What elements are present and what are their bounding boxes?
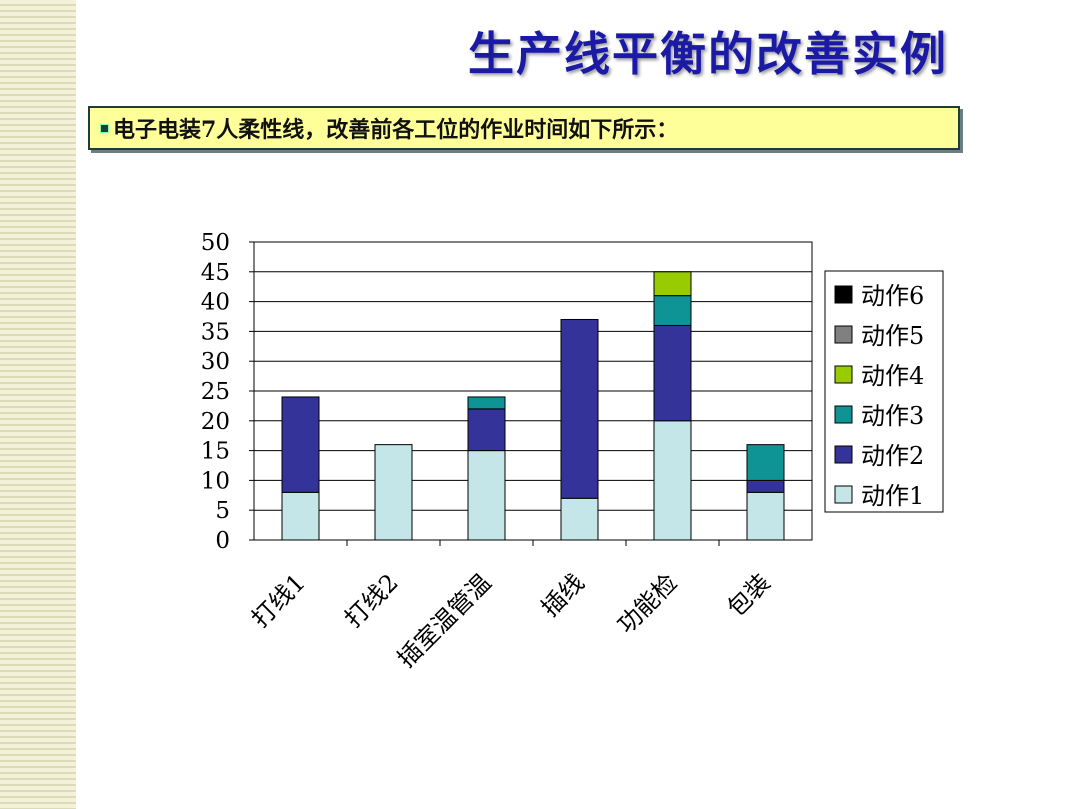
x-category-label: 打线2 bbox=[339, 568, 404, 633]
bar-segment bbox=[746, 444, 785, 481]
legend-swatch bbox=[834, 365, 853, 384]
x-category-label: 包装 bbox=[722, 568, 776, 622]
subtitle-text: 电子电装7人柔性线，改善前各工位的作业时间如下所示： bbox=[113, 117, 679, 143]
y-tick-label: 20 bbox=[201, 409, 230, 435]
slide-title: 生产线平衡的改善实例 bbox=[468, 27, 948, 81]
bar-segment bbox=[653, 420, 692, 541]
x-category-label: 插室温管温 bbox=[392, 568, 497, 673]
legend-swatch bbox=[834, 325, 853, 344]
y-tick-label: 25 bbox=[201, 379, 230, 405]
y-tick-label: 30 bbox=[201, 349, 230, 375]
legend-swatch bbox=[834, 485, 853, 504]
bar-segment bbox=[281, 396, 320, 493]
legend-label: 动作1 bbox=[861, 482, 924, 510]
bullet-icon bbox=[100, 123, 109, 133]
y-tick-label: 0 bbox=[215, 528, 230, 554]
legend-swatch bbox=[834, 445, 853, 464]
legend-label: 动作2 bbox=[861, 442, 924, 470]
legend-swatch bbox=[834, 405, 853, 424]
x-category-label: 插线 bbox=[536, 568, 590, 622]
y-tick-label: 50 bbox=[201, 230, 230, 256]
bar-segment bbox=[281, 491, 320, 541]
bar-segment bbox=[467, 396, 506, 410]
legend-label: 动作3 bbox=[861, 402, 924, 430]
y-tick-label: 15 bbox=[201, 439, 230, 465]
legend-box bbox=[824, 270, 944, 513]
bar-segment bbox=[653, 295, 692, 326]
y-tick-label: 45 bbox=[201, 260, 230, 286]
bar-segment bbox=[746, 491, 785, 541]
x-category-label: 打线1 bbox=[246, 568, 311, 633]
legend-label: 动作4 bbox=[861, 362, 924, 390]
bar-segment bbox=[467, 450, 506, 541]
y-tick-label: 35 bbox=[201, 319, 230, 345]
x-category-label: 功能检 bbox=[612, 568, 683, 639]
bar-segment bbox=[653, 324, 692, 422]
y-tick-label: 40 bbox=[201, 290, 230, 316]
y-tick-label: 5 bbox=[215, 498, 230, 524]
y-tick-label: 10 bbox=[201, 468, 230, 494]
legend-label: 动作5 bbox=[861, 322, 924, 350]
decorative-left-stripe bbox=[0, 0, 76, 809]
bar-segment bbox=[653, 271, 692, 297]
bar-segment bbox=[746, 479, 785, 493]
bar-segment bbox=[560, 497, 599, 541]
legend-label: 动作6 bbox=[861, 282, 924, 310]
bar-segment bbox=[374, 444, 413, 541]
bar-segment bbox=[560, 318, 599, 499]
bar-segment bbox=[467, 408, 506, 452]
subtitle-box: 电子电装7人柔性线，改善前各工位的作业时间如下所示： bbox=[88, 106, 960, 150]
legend-swatch bbox=[834, 285, 853, 304]
